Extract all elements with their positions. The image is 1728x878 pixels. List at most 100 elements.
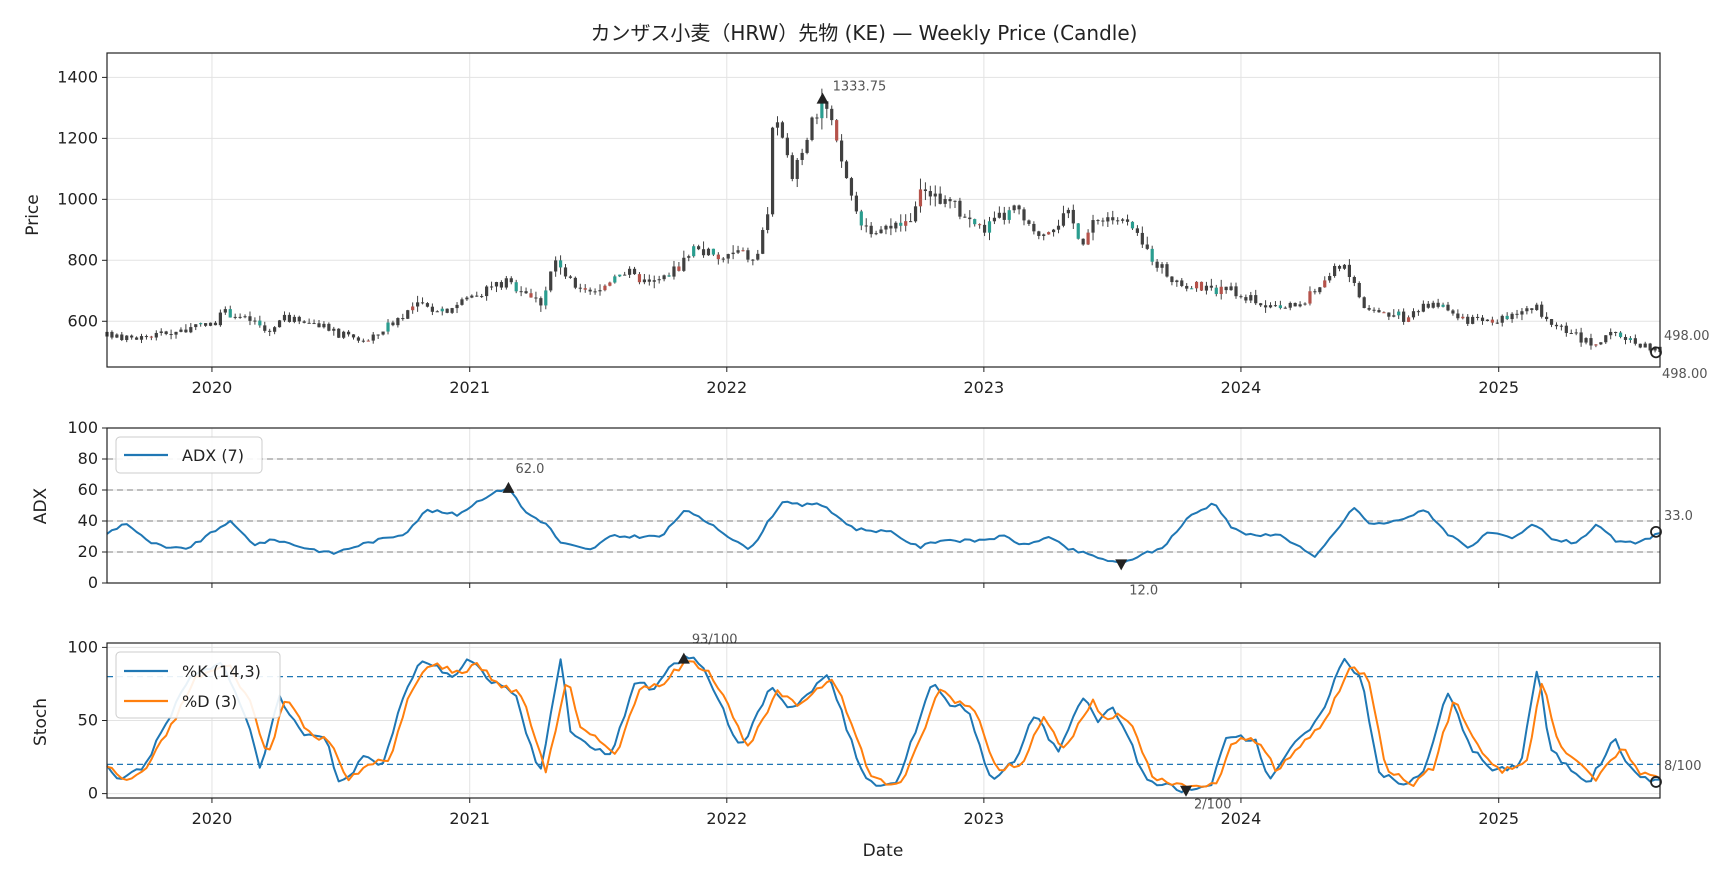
price-candle-body [1574,332,1578,334]
price-candle-body [396,318,400,326]
stoch-xtick-label-2020: 2020 [192,809,233,828]
price-candle-body [938,193,942,204]
price-candle-body [376,334,380,336]
adx-annotations: 62.0 12.0 33.0 [502,462,1693,598]
price-candle-body [1421,303,1425,312]
price-candle-body [1490,319,1494,323]
price-candle-body [741,250,745,252]
adx-ytick-label-60: 60 [78,480,98,499]
price-candle-body [1007,210,1011,220]
price-candle-body [1318,287,1322,293]
adx-last-marker [1650,525,1662,538]
adx-ytick-label-40: 40 [78,511,98,530]
price-y-ticks: 600 800 1000 1200 1400 [57,67,107,330]
price-candle-body [351,334,356,338]
price-candle-body [775,122,780,128]
price-candle-body [573,277,577,288]
price-candle-body [366,340,370,342]
stoch-y-ticks: 0 50 100 [67,637,107,803]
price-candle-body [667,275,671,277]
price-candle-body [1446,304,1450,311]
price-candle-body [800,152,804,160]
price-candle-body [825,101,829,109]
price-candle-body [1515,313,1519,315]
price-candle-body [913,206,918,222]
price-candle-body [687,256,691,258]
price-candle-body [1411,311,1416,318]
price-candle-body [1323,280,1327,288]
price-candle-body [904,221,908,226]
price-candle-body [1352,277,1356,283]
price-candle-body [632,268,637,275]
stoch-ytick-label-100: 100 [67,637,98,656]
price-candle-body [430,306,434,312]
price-candle-body [923,189,928,192]
price-candle-body [1623,336,1628,340]
price-candle-body [1480,317,1485,322]
price-candle-body [770,127,775,215]
price-candle-body [716,254,720,260]
price-candle-body [864,225,868,227]
price-candle-body [504,278,508,288]
price-candle-body [287,314,292,322]
price-candle-body [1436,302,1440,307]
price-candle-body [588,289,592,292]
price-candle-body [1042,234,1046,236]
price-ytick-label-600: 600 [67,311,98,330]
price-candle-body [1367,307,1371,310]
price-candle-body [909,221,913,223]
price-candle-body [795,159,799,179]
price-candle-body [1259,303,1263,306]
price-candle-body [110,331,114,338]
adx-min-label: 12.0 [1129,583,1158,598]
price-candle-body [494,282,499,287]
price-candle-body [894,222,898,229]
price-candle-body [884,225,888,230]
price-candle-body [1569,333,1573,335]
price-candle-body [627,268,632,275]
price-candle-body [485,286,489,297]
price-candle-body [213,322,218,326]
price-candle-body [312,323,316,325]
stoch-min-marker [1180,785,1193,797]
price-candle-body [1614,331,1618,333]
price-max-marker [816,92,829,104]
price-candle-body [1234,286,1238,297]
price-candle-body [1298,304,1302,307]
price-candle-body [1076,223,1080,239]
price-candle-body [1653,346,1657,351]
adx-x-ticks [211,583,1500,588]
price-candle-body [154,332,158,338]
adx-frame [106,427,1661,584]
stoch-xtick-label-2025: 2025 [1478,809,1519,828]
price-candle-body [233,316,237,318]
price-candle-body [450,308,454,313]
price-candle-body [238,316,242,318]
price-candle-body [164,331,168,335]
price-candle-body [445,308,449,313]
price-candle-body [1185,285,1189,289]
price-candle-body [874,233,878,235]
price-candles [105,88,1662,354]
price-candle-body [1170,276,1174,283]
price-candle-body [982,224,987,233]
price-candle-body [1081,238,1085,245]
stoch-legend-label-k: %K (14,3) [182,662,261,681]
price-candle-body [1485,319,1490,322]
price-candle-body [918,189,923,207]
price-candle-body [973,219,977,225]
price-candle-body [1406,317,1411,322]
price-candle-body [1471,316,1475,324]
price-candle-body [1441,304,1445,307]
stoch-lines [106,654,1661,794]
price-candle-body [593,291,597,293]
price-candle-body [159,331,163,333]
price-candle-body [401,318,405,320]
price-candle-body [736,250,740,253]
price-candle-body [1584,338,1588,343]
price-xtick-label-2020: 2020 [192,378,233,397]
price-ytick-label-1200: 1200 [57,128,98,147]
price-ytick-label-800: 800 [67,250,98,269]
price-candle-body [1638,343,1642,348]
